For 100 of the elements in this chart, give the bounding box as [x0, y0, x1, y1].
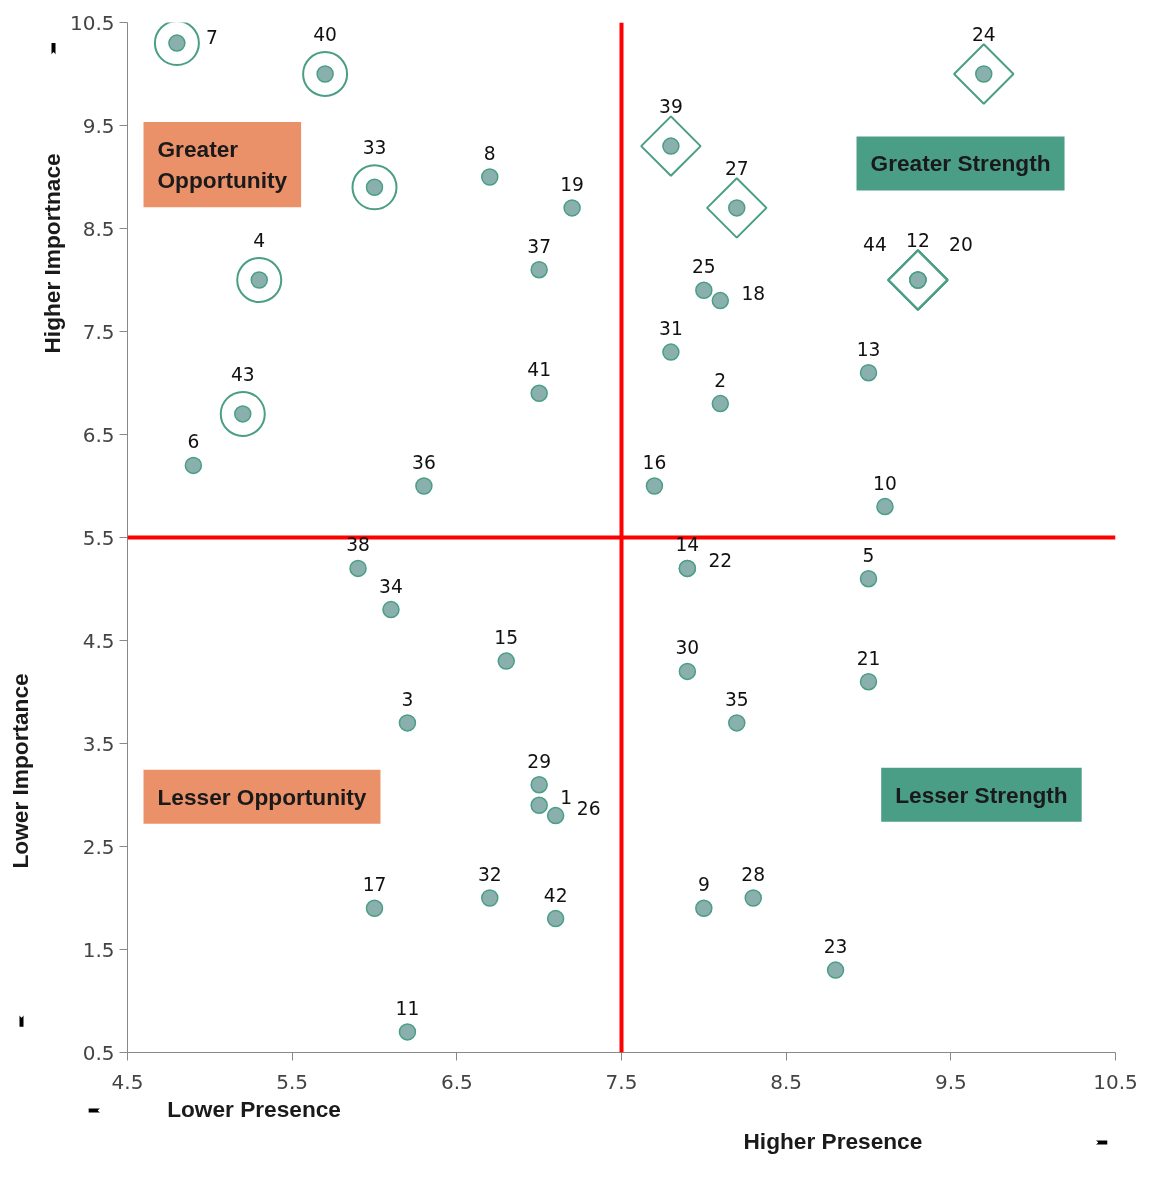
x-tick-label: 9.5 [934, 1069, 967, 1094]
point [876, 497, 894, 516]
x-tick-label: 10.5 [1093, 1069, 1138, 1094]
annotation: 30 [675, 637, 700, 659]
annotation: 12 [906, 230, 930, 251]
annotation: 13 [856, 338, 881, 360]
y-tick-label: 5.5 [82, 525, 115, 550]
point [678, 662, 697, 681]
annotation: 38 [346, 534, 370, 556]
annotation: 11 [395, 997, 420, 1019]
annotation: 32 [477, 864, 502, 885]
annotation: 24 [971, 24, 996, 45]
annotation: 44 [863, 234, 887, 255]
text: Higher Importnace [38, 153, 65, 354]
point [711, 394, 730, 413]
point [563, 199, 581, 217]
y-tick-label: 8.5 [82, 216, 115, 241]
annotation: 33 [362, 137, 387, 159]
annotation: 21 [856, 647, 881, 669]
annotation: 10 [873, 472, 897, 494]
annotation: 3 [401, 688, 414, 710]
point [365, 899, 384, 918]
annotation: 31 [659, 318, 683, 340]
point [546, 806, 565, 825]
point [826, 961, 845, 979]
y-tick-label: 9.5 [82, 113, 115, 138]
x-tick-label: 8.5 [770, 1069, 803, 1094]
x-tick-label: 6.5 [440, 1069, 473, 1094]
annotation: 25 [691, 256, 716, 278]
point [481, 889, 499, 907]
point [695, 281, 713, 300]
annotation: 9 [697, 874, 710, 896]
annotation: 2 [714, 369, 727, 391]
annotation: 39 [659, 96, 683, 118]
point [382, 600, 400, 619]
point [859, 569, 878, 588]
annotation: 35 [724, 688, 749, 710]
annotation: 28 [741, 864, 766, 885]
y-tick-label: 7.5 [82, 319, 115, 344]
point [859, 363, 878, 382]
point [530, 775, 548, 794]
point [711, 291, 730, 310]
point [530, 384, 548, 403]
point [530, 796, 548, 815]
annotation: 41 [527, 359, 552, 381]
point [728, 714, 746, 732]
point [859, 672, 878, 691]
annotation: 37 [527, 235, 552, 257]
annotation: 27 [724, 157, 749, 179]
annotation: 23 [823, 936, 848, 958]
annotation: 36 [412, 452, 436, 473]
point [662, 343, 680, 361]
annotation: 43 [230, 363, 255, 385]
y-tick-label: 4.5 [82, 628, 115, 653]
annotation: 1 [560, 787, 573, 809]
text: Lower Importance [6, 673, 33, 869]
y-tick-label: 10.5 [69, 10, 115, 35]
annotation: 4 [253, 230, 266, 251]
annotation: 7 [205, 27, 218, 49]
annotation: 18 [741, 282, 766, 304]
annotation: Lesser Opportunity [157, 783, 367, 810]
annotation: 29 [527, 750, 552, 772]
y-tick-label: 1.5 [82, 937, 115, 962]
annotation: 20 [949, 234, 973, 255]
annotation: 42 [543, 884, 568, 906]
x-tick-label: 7.5 [605, 1069, 638, 1094]
text: Lower Presence [167, 1095, 341, 1122]
point [184, 456, 203, 475]
point [546, 909, 565, 928]
y-tick-label: 2.5 [82, 834, 115, 859]
annotation: Lesser Strength [895, 781, 1068, 808]
annotation: Greater Strength [870, 150, 1051, 177]
x-tick-label: 5.5 [276, 1069, 309, 1094]
annotation: 14 [675, 534, 700, 556]
annotation: 16 [642, 452, 667, 473]
point [497, 652, 515, 670]
annotation: 26 [576, 797, 601, 819]
annotation: 6 [187, 431, 200, 453]
annotation: 15 [494, 627, 519, 649]
annotation: 17 [362, 874, 387, 896]
annotation: Greater Opportunity [157, 135, 288, 194]
annotation: 22 [708, 550, 733, 572]
annotation: 19 [560, 173, 584, 195]
point [398, 1023, 417, 1041]
point [744, 889, 762, 907]
annotation: 8 [483, 143, 496, 164]
point [481, 168, 499, 186]
y-tick-label: 3.5 [82, 731, 115, 756]
point [398, 714, 417, 732]
y-tick-label: 6.5 [82, 422, 115, 447]
y-tick-label: 0.5 [82, 1040, 115, 1065]
point [530, 260, 548, 279]
point [645, 477, 664, 495]
point [695, 899, 713, 918]
annotation: 40 [313, 24, 337, 45]
annotation: 34 [379, 575, 403, 597]
point [349, 559, 367, 578]
annotation: 5 [862, 544, 875, 566]
text: Higher Presence [743, 1127, 923, 1154]
x-tick-label: 4.5 [111, 1069, 144, 1094]
